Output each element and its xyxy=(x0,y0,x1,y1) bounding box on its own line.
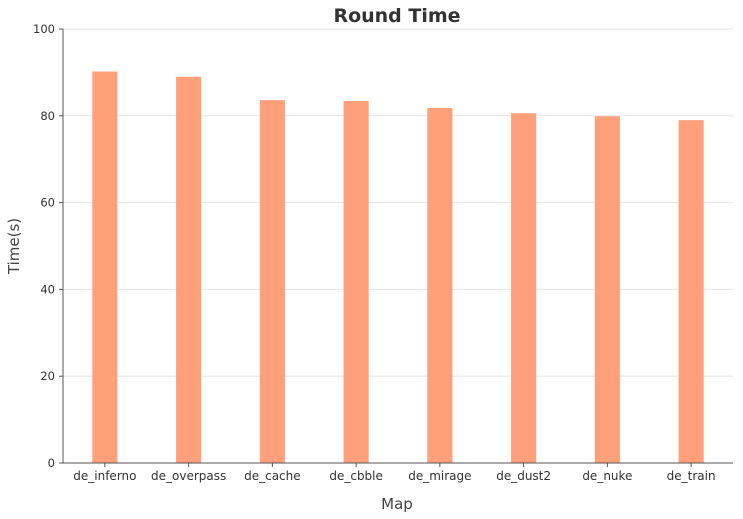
bar-de_inferno xyxy=(92,71,118,464)
bar-de_cache xyxy=(259,100,285,464)
y-tick-label: 80 xyxy=(40,109,55,123)
y-tick-label: 20 xyxy=(40,369,55,383)
x-tick-label-de_nuke: de_nuke xyxy=(582,469,632,483)
x-tick-label-de_cbble: de_cbble xyxy=(329,469,383,483)
bar-de_mirage xyxy=(427,107,453,463)
x-tick-label-de_inferno: de_inferno xyxy=(73,469,136,483)
x-axis-label: Map xyxy=(381,495,413,513)
y-tick-label: 60 xyxy=(40,196,55,210)
x-tick-label-de_dust2: de_dust2 xyxy=(496,469,551,483)
x-tick-label-de_cache: de_cache xyxy=(244,469,301,483)
x-tick-label-de_overpass: de_overpass xyxy=(151,469,226,483)
bar-de_nuke xyxy=(594,116,620,463)
grid-lines xyxy=(63,28,733,377)
bar-de_cbble xyxy=(343,101,369,463)
chart-title: Round Time xyxy=(333,5,460,27)
bar-de_train xyxy=(678,120,704,463)
axes xyxy=(62,29,733,464)
x-tick-label-de_mirage: de_mirage xyxy=(408,469,471,483)
bar-de_dust2 xyxy=(511,113,537,464)
y-tick-label: 100 xyxy=(33,22,55,36)
x-tick-labels: de_inferno de_overpass de_cache de_cbble de_… xyxy=(73,463,716,483)
y-axis-label: Time(s) xyxy=(5,218,23,275)
bar-de_overpass xyxy=(176,76,202,464)
bars xyxy=(92,71,704,464)
y-tick-label: 40 xyxy=(40,282,55,296)
y-tick-labels: 0 20 40 60 80 100 xyxy=(33,22,63,470)
y-tick-label: 0 xyxy=(48,456,55,470)
x-tick-label-de_train: de_train xyxy=(667,469,716,483)
